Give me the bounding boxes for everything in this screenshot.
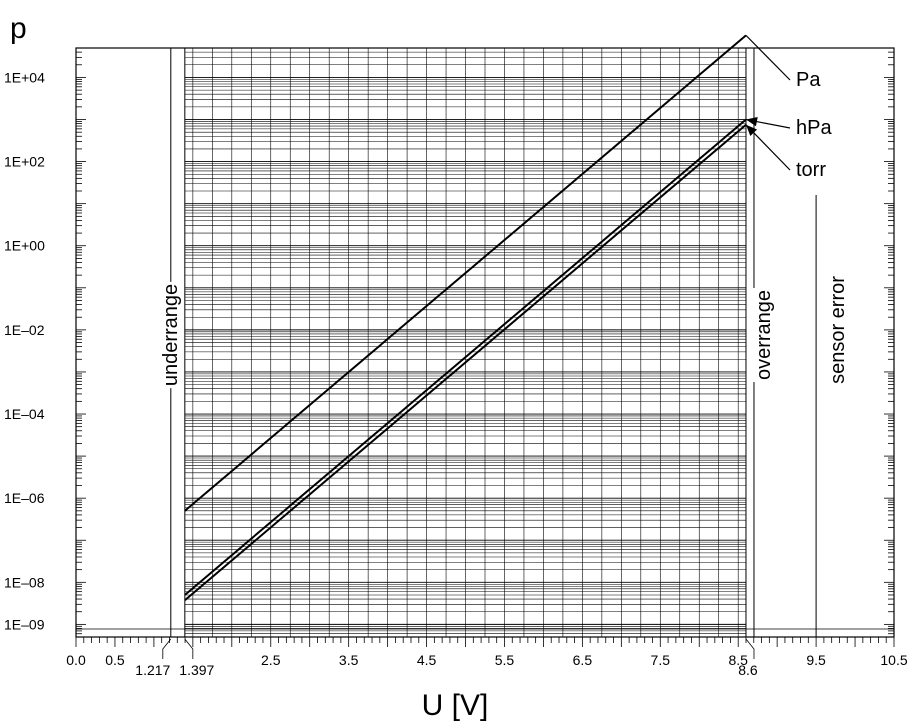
series-label: hPa bbox=[796, 117, 832, 139]
series-pointer-arrow bbox=[745, 117, 758, 127]
x-tick-label: 10.5 bbox=[880, 652, 907, 668]
y-tick-label: 1E+00 bbox=[4, 238, 45, 254]
series-line bbox=[184, 124, 747, 601]
series-pointer-line bbox=[745, 34, 791, 81]
y-tick-label: 1E–02 bbox=[4, 322, 45, 338]
y-tick-label: 1E+02 bbox=[4, 154, 45, 170]
x-tick-label: 8.5 bbox=[728, 652, 748, 668]
x-tick-label: 6.5 bbox=[573, 652, 593, 668]
x-callout-leader bbox=[184, 638, 194, 659]
region-label: underrange bbox=[160, 284, 182, 386]
series-line bbox=[184, 118, 747, 596]
x-tick-label: 4.5 bbox=[417, 652, 437, 668]
x-tick-label: 3.5 bbox=[339, 652, 359, 668]
series-lines bbox=[184, 34, 747, 601]
x-tick-label: 7.5 bbox=[651, 652, 671, 668]
x-tick-label: 2.5 bbox=[261, 652, 281, 668]
x-axis-label: U [V] bbox=[422, 689, 489, 722]
region-label-background bbox=[750, 287, 777, 383]
region-label: sensor error bbox=[827, 276, 849, 384]
y-tick-label: 1E–06 bbox=[4, 490, 45, 506]
x-tick-label: 9.5 bbox=[806, 652, 826, 668]
y-tick-label: 1E+04 bbox=[4, 69, 45, 85]
chart-labels: p U [V] 0.0 0.5 2.5 3.5 4.5 5.5 6.5 7.5 8.5 9.5 10… bbox=[4, 12, 908, 722]
x-tick-label: 0.0 bbox=[66, 652, 86, 668]
region-label-background bbox=[825, 273, 852, 386]
y-axis-label: p bbox=[10, 12, 27, 45]
region-label: overrange bbox=[753, 290, 775, 380]
series-line bbox=[184, 34, 747, 512]
y-tick-label: 1E–04 bbox=[4, 406, 45, 422]
y-tick-label: 1E–09 bbox=[4, 616, 45, 632]
x-tick-label: 5.5 bbox=[495, 652, 515, 668]
y-tick-label: 1E–08 bbox=[4, 574, 45, 590]
x-callout-label: 8.6 bbox=[738, 662, 758, 678]
x-callout-label: 1.397 bbox=[179, 662, 214, 678]
x-callout-leader bbox=[745, 638, 755, 659]
x-tick-label: 0.5 bbox=[105, 652, 125, 668]
series-label: Pa bbox=[796, 69, 821, 91]
series-label: torr bbox=[796, 159, 826, 181]
x-callout-label: 1.217 bbox=[135, 662, 170, 678]
grid bbox=[184, 47, 746, 637]
region-label-background bbox=[157, 281, 184, 389]
series-pointer-arrow bbox=[745, 124, 758, 136]
x-callout-leader bbox=[162, 638, 172, 659]
